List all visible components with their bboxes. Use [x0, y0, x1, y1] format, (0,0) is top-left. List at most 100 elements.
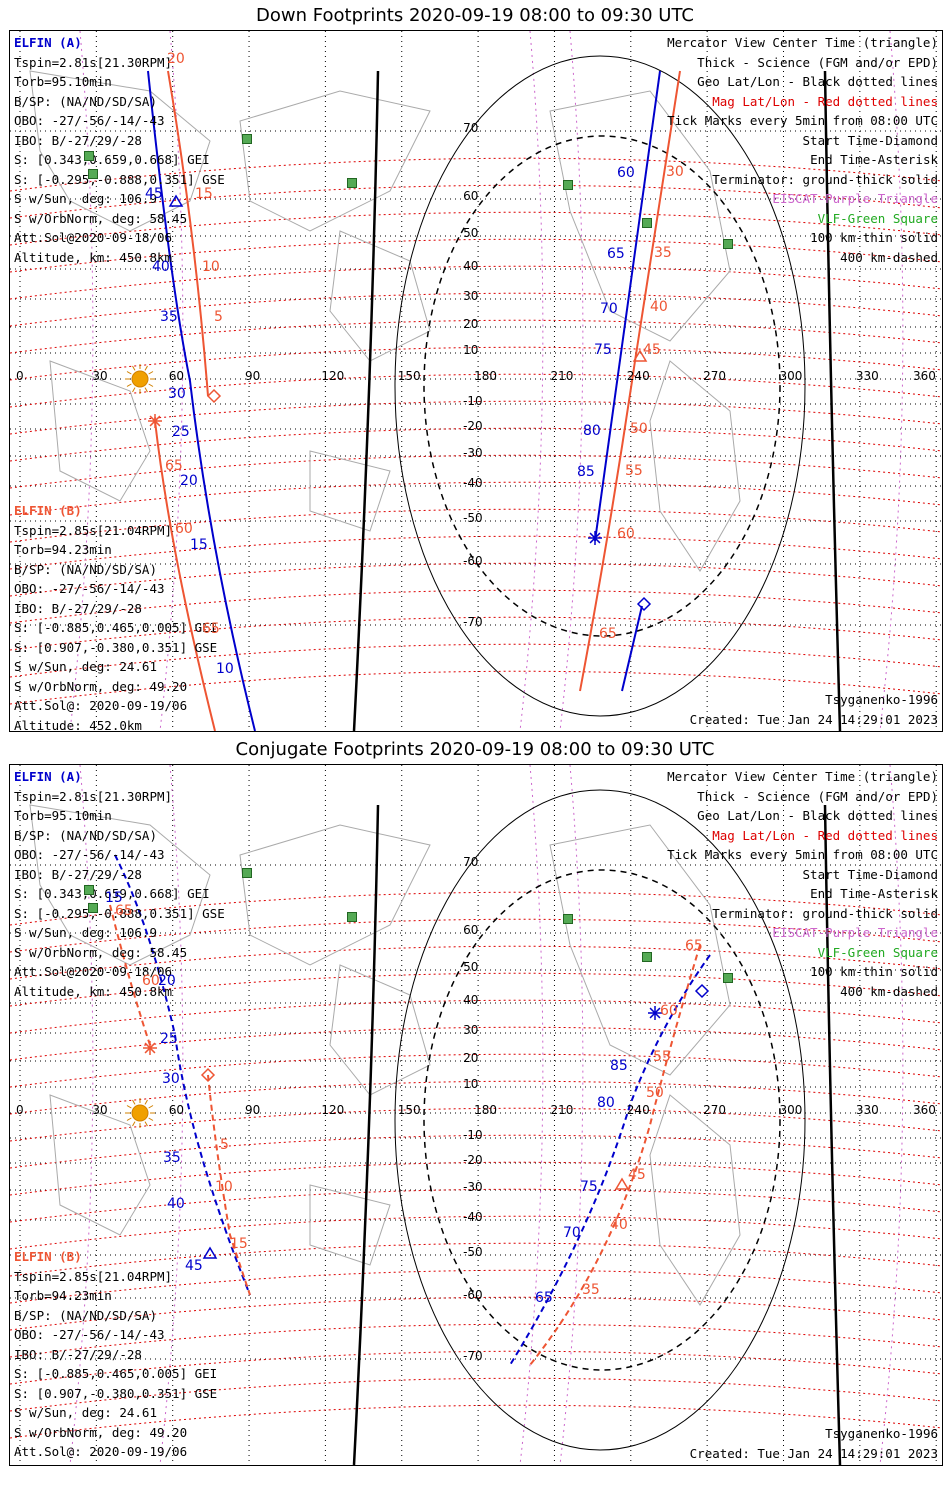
sun-icon — [131, 370, 149, 388]
elfin-b-tick-label: 45 — [628, 1167, 646, 1183]
sun-ray — [148, 371, 154, 375]
elfin-b-tick-label: 20 — [167, 51, 185, 67]
elfin-b-tick-label: 40 — [610, 1217, 628, 1233]
lon-tick-label: 240 — [626, 1103, 650, 1117]
vlf-station-square — [242, 134, 252, 144]
elfin-b-tick-label: 50 — [646, 1085, 664, 1101]
elfin-a-track — [147, 70, 256, 731]
mag-meridian — [159, 31, 184, 731]
lon-tick-label: 360 — [913, 1103, 936, 1117]
elfin-b-line: IBO: B/-27/29/-28 — [14, 1346, 142, 1362]
mag-meridian — [69, 31, 94, 731]
elfin-a-line: Att.Sol@2020-09-18/06 — [14, 964, 173, 979]
lat-tick-label: 40 — [463, 259, 479, 273]
elfin-a-tick-label: 70 — [563, 1225, 581, 1241]
lat-tick-label: -10 — [463, 1128, 483, 1142]
elfin-a-line: S: [0.343,0.659,0.668] GEI — [14, 886, 210, 901]
elfin-b-track — [579, 70, 681, 692]
model-info: Tsyganenko-1996 Created: Tue Jan 24 14:2… — [690, 1424, 938, 1463]
elfin-b-tick-label: 40 — [650, 299, 668, 315]
elfin-b-line: Att.Sol@: 2020-09-19/06 — [14, 698, 188, 713]
legend-item: EISCAT-Purple Triangle — [772, 191, 938, 206]
lon-tick-label: 90 — [245, 369, 261, 383]
coastline — [309, 1184, 391, 1266]
elfin-b-tick-label: 35 — [654, 245, 672, 261]
coastline — [49, 360, 151, 502]
vlf-station-square — [347, 178, 357, 188]
legend: Mercator View Center Time (triangle) Thic… — [667, 33, 938, 267]
elfin-a-line: Altitude, km: 450.8km — [14, 249, 173, 265]
elfin-b-line: Att.Sol@: 2020-09-19/06 — [14, 1444, 188, 1459]
lon-tick-label: 0 — [16, 1103, 24, 1117]
elfin-a-line: S: [-0.295,-0.888,0.351] GSE — [14, 171, 225, 187]
elfin-a-track — [621, 605, 643, 692]
lat-tick-label: -20 — [463, 1153, 483, 1167]
start-diamond — [206, 388, 222, 404]
coastline — [239, 824, 431, 966]
elfin-b-tick-label: 60 — [142, 973, 160, 989]
sun-ray — [126, 371, 132, 375]
mag-meridian — [159, 765, 184, 1465]
lon-tick-label: 180 — [474, 1103, 497, 1117]
vlf-station-square — [84, 151, 94, 161]
lon-tick-label: 300 — [779, 1103, 803, 1117]
horizon-100km — [394, 55, 806, 717]
elfin-b-line: B/SP: (NA/ND/SD/SA) — [14, 561, 157, 577]
legend-item: Terminator: ground-thick solid — [712, 905, 938, 921]
elfin-a-line: S w/OrbNorm, deg: 58.45 — [14, 944, 188, 960]
legend-item: 400 km-dashed — [840, 983, 938, 999]
legend-item: Geo Lat/Lon - Black dotted lines — [697, 74, 938, 89]
coastline — [29, 70, 211, 232]
elfin-a-tick-label: 15 — [190, 537, 208, 553]
elfin-a-track — [114, 854, 251, 1296]
elfin-b-track — [154, 420, 216, 731]
elfin-a-tick-label: 75 — [594, 342, 612, 358]
elfin-b-line: S w/OrbNorm, deg: 49.20 — [14, 678, 188, 694]
start-diamond — [636, 596, 652, 612]
lon-tick-label: 30 — [92, 1103, 108, 1117]
elfin-b-line: Tspin=2.85s[21.04RPM] — [14, 522, 173, 538]
legend-item: Terminator: ground-thick solid — [712, 171, 938, 187]
created-stamp: Created: Tue Jan 24 14:29:01 2023 — [689, 1445, 938, 1461]
coastline — [329, 964, 431, 1096]
elfin-a-line: B/SP: (NA/ND/SD/SA) — [14, 827, 157, 843]
elfin-b-tick-label: 5 — [220, 1137, 229, 1153]
sun-ray — [132, 365, 136, 371]
end-asterisk — [649, 1007, 661, 1019]
vlf-station-square — [88, 903, 98, 913]
lat-tick-label: 70 — [463, 855, 479, 869]
legend-item: Thick - Science (FGM and/or EPD) — [697, 788, 938, 804]
sun-ray — [144, 365, 148, 371]
panel-title: Down Footprints 2020-09-19 08:00 to 09:3… — [256, 5, 694, 26]
elfin-a-tick-label: 80 — [597, 1095, 615, 1111]
lon-tick-label: 60 — [168, 1103, 184, 1117]
lat-tick-label: -40 — [463, 476, 483, 490]
sun-icon — [131, 1104, 149, 1122]
legend-item: Start Time-Diamond — [802, 132, 938, 148]
elfin-b-tick-label: 55 — [653, 1049, 671, 1065]
lat-tick-label: -50 — [463, 1245, 483, 1259]
lat-tick-label: 60 — [463, 923, 479, 937]
legend-item: Mag Lat/Lon - Red dotted lines — [712, 827, 938, 843]
mag-meridian — [879, 31, 904, 731]
coastline — [239, 90, 431, 232]
end-asterisk — [149, 415, 161, 427]
lat-tick-label: -70 — [463, 1349, 483, 1363]
lon-tick-label: 210 — [550, 1103, 574, 1117]
elfin-a-tick-label: 20 — [158, 973, 176, 989]
elfin-a-info: ELFIN (A) Tspin=2.81s[21.30RPM] Torb=95.10… — [14, 33, 225, 267]
legend-item: Tick Marks every 5min from 08:00 UTC — [667, 113, 938, 128]
lon-tick-label: 30 — [92, 369, 108, 383]
legend-item: 100 km-thin solid — [810, 230, 938, 245]
elfin-a-line: B/SP: (NA/ND/SD/SA) — [14, 93, 157, 109]
elfin-b-tick-label: 65 — [115, 903, 133, 919]
elfin-b-line: Altitude: 452.0km — [14, 717, 142, 732]
elfin-b-tick-label: 10 — [215, 1179, 233, 1195]
elfin-b-tick-label: 30 — [666, 164, 684, 180]
terminator-line — [823, 70, 842, 731]
lon-tick-label: 90 — [245, 1103, 261, 1117]
elfin-a-line: OBO: -27/-56/-14/-43 — [14, 113, 165, 128]
elfin-a-tick-label: 75 — [580, 1179, 598, 1195]
lat-tick-label: -60 — [463, 1288, 483, 1302]
elfin-b-tick-label: 60 — [175, 521, 193, 537]
